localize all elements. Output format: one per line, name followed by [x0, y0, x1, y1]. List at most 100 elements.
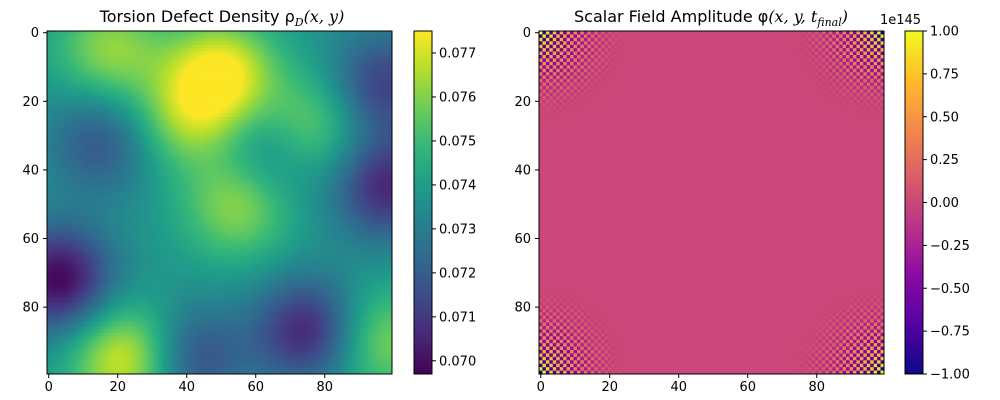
heatmap-cell [112, 178, 117, 183]
heatmap-cell [147, 137, 151, 142]
heatmap-cell [367, 72, 372, 76]
heatmap-cell [354, 147, 358, 152]
heatmap-cell [150, 123, 155, 128]
heatmap-cell [47, 188, 51, 193]
heatmap-cell [374, 68, 379, 73]
heatmap-cell [281, 65, 286, 70]
heatmap-cell [126, 168, 131, 172]
heatmap-cell [381, 85, 386, 90]
heatmap-cell [312, 130, 317, 135]
heatmap-cell [243, 137, 248, 142]
heatmap-cell [136, 113, 141, 118]
heatmap-cell [326, 82, 331, 87]
heatmap-cell [167, 103, 172, 107]
heatmap-cell [174, 154, 179, 159]
heatmap-cell [360, 61, 365, 66]
heatmap-cell [167, 130, 172, 135]
heatmap-cell [350, 79, 355, 83]
heatmap-cell [150, 195, 155, 200]
heatmap-cell [374, 44, 379, 49]
heatmap-cell [53, 99, 58, 104]
heatmap-cell [381, 157, 386, 162]
heatmap-cell [309, 130, 313, 135]
heatmap-cell [102, 123, 106, 128]
heatmap-cell [150, 161, 155, 166]
heatmap-cell [78, 41, 82, 46]
heatmap-cell [153, 109, 158, 114]
heatmap-cell [198, 72, 203, 76]
heatmap-cell [150, 65, 155, 70]
heatmap-cell [116, 175, 120, 179]
heatmap-cell [57, 65, 62, 70]
heatmap-cell [174, 31, 179, 35]
heatmap-cell [150, 116, 155, 121]
heatmap-cell [323, 123, 327, 128]
heatmap-cell [153, 106, 158, 111]
heatmap-cell [250, 116, 255, 121]
heatmap-cell [60, 137, 65, 142]
heatmap-cell [191, 109, 196, 114]
heatmap-cell [81, 79, 86, 83]
heatmap-cell [78, 144, 82, 148]
heatmap-cell [364, 181, 369, 186]
heatmap-cell [153, 99, 158, 104]
heatmap-cell [371, 89, 376, 94]
heatmap-cell [309, 58, 313, 63]
heatmap-cell [388, 106, 393, 111]
heatmap-cell [216, 195, 220, 200]
heatmap-cell [116, 140, 120, 145]
heatmap-cell [167, 75, 172, 80]
heatmap-cell [350, 72, 355, 76]
heatmap-cell [347, 116, 351, 121]
heatmap-cell [350, 82, 355, 87]
heatmap-cell [191, 55, 196, 59]
heatmap-cell [133, 171, 138, 176]
heatmap-cell [129, 82, 134, 87]
heatmap-cell [167, 106, 172, 111]
heatmap-cell [236, 92, 241, 97]
heatmap-cell [185, 89, 189, 94]
heatmap-cell [254, 44, 258, 49]
heatmap-cell [340, 157, 345, 162]
heatmap-cell [47, 82, 51, 87]
heatmap-cell [329, 130, 334, 135]
heatmap-cell [195, 55, 200, 59]
heatmap-cell [91, 144, 96, 148]
heatmap-cell [71, 140, 75, 145]
heatmap-cell [229, 103, 234, 107]
heatmap-cell [350, 106, 355, 111]
heatmap-cell [57, 82, 62, 87]
heatmap-cell [47, 178, 51, 183]
heatmap-cell [95, 96, 100, 100]
heatmap-cell [267, 61, 272, 66]
heatmap-cell [81, 99, 86, 104]
heatmap-cell [250, 147, 255, 152]
heatmap-cell [47, 48, 51, 52]
heatmap-cell [84, 164, 89, 169]
heatmap-cell [157, 106, 162, 111]
heatmap-cell [116, 75, 120, 80]
heatmap-cell [143, 99, 148, 104]
heatmap-cell [254, 99, 258, 104]
heatmap-cell [216, 58, 220, 63]
heatmap-cell [367, 133, 372, 138]
heatmap-cell [260, 168, 265, 172]
heatmap-cell [271, 116, 276, 121]
heatmap-cell [67, 75, 72, 80]
heatmap-cell [81, 147, 86, 152]
heatmap-cell [298, 168, 303, 172]
heatmap-cell [136, 79, 141, 83]
heatmap-cell [347, 68, 351, 73]
heatmap-cell [233, 123, 238, 128]
heatmap-cell [274, 48, 279, 52]
heatmap-cell [250, 140, 255, 145]
heatmap-cell [250, 61, 255, 66]
heatmap-cell [357, 82, 362, 87]
heatmap-cell [333, 85, 338, 90]
heatmap-cell [129, 103, 134, 107]
heatmap-cell [295, 133, 300, 138]
heatmap-cell [212, 178, 217, 183]
heatmap-cell [212, 199, 217, 203]
heatmap-cell [291, 116, 296, 121]
heatmap-cell [74, 185, 79, 190]
